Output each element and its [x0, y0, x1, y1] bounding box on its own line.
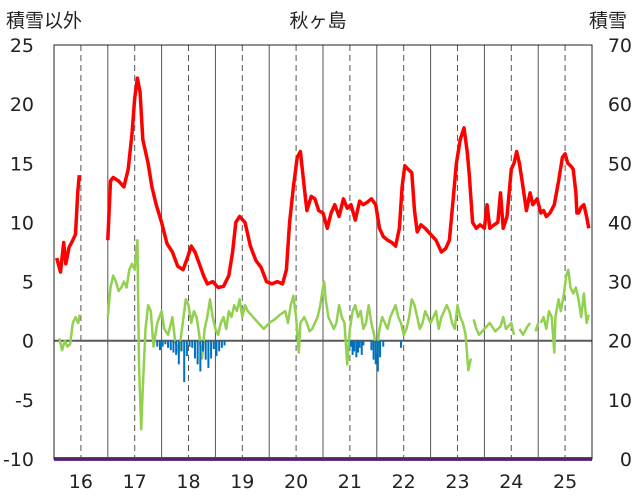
plot-frame: [53, 44, 593, 460]
bar-mark: [164, 340, 167, 345]
x-tick-label: 25: [553, 471, 577, 493]
bar-mark: [379, 340, 382, 358]
x-tick-label: 18: [176, 471, 200, 493]
series-line: [106, 238, 473, 431]
bar-mark: [360, 340, 363, 355]
bar-mark: [158, 340, 161, 351]
bar-mark: [175, 340, 178, 355]
right-tick-label: 70: [608, 35, 632, 57]
bar-mark: [207, 340, 210, 368]
bar-mark: [156, 340, 159, 347]
bar-mark: [349, 340, 352, 347]
bar-mark: [362, 340, 365, 346]
bar-mark: [210, 340, 213, 359]
left-tick-label: 10: [10, 212, 34, 234]
bar-mark: [218, 340, 221, 352]
bar-mark: [167, 340, 170, 348]
left-tick-label: 0: [22, 331, 34, 353]
right-tick-label: 10: [608, 390, 632, 412]
bar-mark: [223, 340, 226, 346]
x-tick-label: 21: [338, 471, 362, 493]
x-tick-label: 24: [499, 471, 523, 493]
bar-mark: [220, 340, 223, 348]
x-tick-label: 23: [445, 471, 469, 493]
bar-mark: [204, 340, 207, 360]
bar-mark: [202, 340, 205, 352]
bar-mark: [353, 340, 356, 352]
bar-mark: [372, 340, 375, 360]
bar-mark: [370, 340, 373, 351]
left-tick-label: 20: [10, 94, 34, 116]
right-tick-label: 20: [608, 331, 632, 353]
right-tick-label: 60: [608, 94, 632, 116]
series-line: [539, 268, 591, 354]
bar-mark: [212, 340, 215, 349]
bar-mark: [356, 340, 359, 353]
bar-mark: [188, 340, 191, 347]
bar-mark: [400, 340, 403, 348]
bar-mark: [355, 340, 358, 358]
bar-mark: [196, 340, 199, 365]
right-tick-label: 0: [620, 449, 632, 471]
right-tick-label: 40: [608, 212, 632, 234]
series-line: [534, 322, 540, 332]
x-tick-label: 20: [284, 471, 308, 493]
bar-mark: [358, 340, 361, 348]
series-line: [58, 314, 82, 352]
x-tick-label: 22: [392, 471, 416, 493]
bar-mark: [351, 340, 354, 355]
bar-mark: [180, 340, 183, 352]
bar-mark: [191, 340, 194, 348]
left-tick-label: 5: [22, 272, 34, 294]
left-tick-label: -10: [3, 449, 34, 471]
bar-mark: [382, 340, 385, 347]
bar-mark: [169, 340, 172, 351]
bar-mark: [161, 340, 164, 347]
left-axis-label: 積雪以外: [6, 10, 82, 32]
bar-mark: [177, 340, 180, 365]
series-line: [518, 322, 532, 337]
bar-mark: [172, 340, 175, 353]
x-tick-label: 16: [69, 471, 93, 493]
right-tick-label: 30: [608, 272, 632, 294]
right-axis-label: 積雪: [589, 10, 627, 32]
bar-mark: [199, 340, 202, 372]
bar-mark: [193, 340, 196, 359]
bar-mark: [183, 340, 186, 383]
right-tick-label: 50: [608, 153, 632, 175]
series-line: [472, 315, 516, 337]
x-tick-label: 17: [123, 471, 147, 493]
bar-mark: [376, 340, 379, 372]
x-tick-label: 19: [230, 471, 254, 493]
left-tick-label: 25: [10, 35, 34, 57]
grid: [54, 45, 592, 459]
chart-title: 秋ヶ島: [289, 10, 346, 32]
bar-mark: [374, 340, 377, 365]
series-line: [106, 76, 591, 290]
left-tick-label: 15: [10, 153, 34, 175]
left-tick-label: -5: [15, 390, 34, 412]
series-line: [55, 174, 82, 274]
bar-mark: [185, 340, 188, 357]
bar-mark: [215, 340, 218, 357]
